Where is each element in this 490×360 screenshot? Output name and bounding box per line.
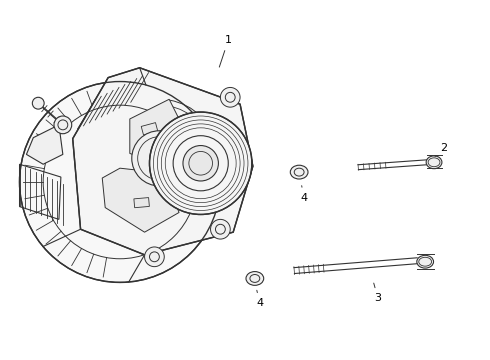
Ellipse shape xyxy=(426,156,442,169)
Ellipse shape xyxy=(246,271,264,285)
Circle shape xyxy=(145,247,164,267)
Polygon shape xyxy=(130,99,189,168)
Text: 4: 4 xyxy=(300,186,308,203)
Polygon shape xyxy=(189,158,205,169)
Polygon shape xyxy=(164,129,219,203)
Text: 1: 1 xyxy=(220,35,232,67)
Polygon shape xyxy=(134,198,149,208)
Circle shape xyxy=(132,131,187,186)
Circle shape xyxy=(32,97,44,109)
Circle shape xyxy=(183,145,219,181)
Polygon shape xyxy=(102,168,179,232)
Ellipse shape xyxy=(290,165,308,179)
Circle shape xyxy=(149,112,252,215)
Polygon shape xyxy=(26,125,63,164)
Ellipse shape xyxy=(417,255,434,268)
Polygon shape xyxy=(73,68,253,255)
Text: 3: 3 xyxy=(374,283,381,303)
Circle shape xyxy=(211,219,230,239)
Circle shape xyxy=(20,82,220,282)
Polygon shape xyxy=(141,123,158,135)
Circle shape xyxy=(220,87,240,107)
Text: 4: 4 xyxy=(256,290,263,308)
Polygon shape xyxy=(158,178,171,188)
Circle shape xyxy=(54,116,72,134)
Text: 2: 2 xyxy=(435,144,447,157)
